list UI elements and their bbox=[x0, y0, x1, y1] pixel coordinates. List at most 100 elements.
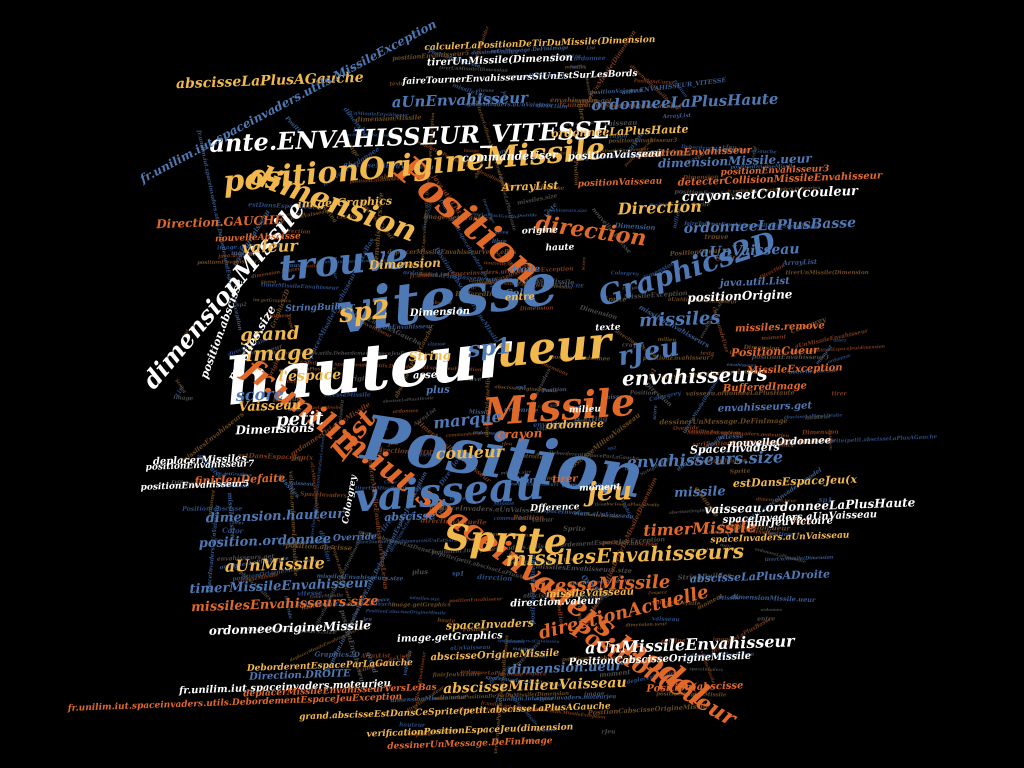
cloud-filler-word: Position bbox=[462, 627, 488, 634]
cloud-filler-word: origine bbox=[346, 374, 374, 383]
cloud-filler-word: moment bbox=[761, 334, 787, 342]
cloud-filler-word: im.getGraphics bbox=[253, 298, 291, 304]
cloud-filler-word: directionActuelle bbox=[421, 517, 488, 527]
cloud-filler-word: plus bbox=[429, 505, 444, 512]
cloud-filler-word: Override bbox=[673, 425, 700, 432]
cloud-filler-word: tirer bbox=[831, 390, 847, 397]
cloud-filler-word: positionOrigine bbox=[414, 727, 458, 736]
cloud-filler-word: estDansEspaceJeu(x bbox=[238, 451, 315, 462]
cloud-filler-word: vitesseMissile bbox=[522, 276, 575, 287]
cloud-filler-word: DeborderentEspaceParLaGauche bbox=[680, 144, 778, 156]
cloud-word: missile bbox=[674, 484, 726, 501]
cloud-filler-word: fr.unilim.iut.spaceinvaders.moteurjeu bbox=[495, 694, 617, 703]
cloud-filler-word: vitesse bbox=[427, 341, 446, 348]
cloud-word: valeur bbox=[242, 236, 300, 257]
cloud-filler-word: abscisseLaPlusAGauche bbox=[461, 212, 519, 221]
cloud-filler-word: Dimension bbox=[743, 344, 780, 352]
cloud-filler-word: aUnMissile bbox=[218, 483, 249, 490]
cloud-filler-word: entre bbox=[303, 558, 318, 564]
cloud-word: entre bbox=[505, 291, 535, 303]
cloud-filler-word: positionVaisseau bbox=[283, 539, 331, 547]
cloud-filler-word: image bbox=[713, 637, 732, 643]
cloud-filler-word: DeborderentEspaceParLaGauche bbox=[297, 602, 396, 609]
cloud-filler-word: marque bbox=[273, 395, 301, 404]
cloud-filler-word: trouve bbox=[284, 263, 305, 269]
cloud-filler-word: jeu bbox=[437, 504, 446, 516]
cloud-filler-word: libre bbox=[576, 103, 587, 121]
cloud-filler-word: String bbox=[583, 415, 608, 423]
cloud-word: PositionCueur bbox=[730, 343, 820, 359]
cloud-word: positionEnvahisseur bbox=[638, 145, 753, 160]
cloud-word: Dimension bbox=[409, 306, 470, 319]
cloud-word: Dfference bbox=[529, 502, 580, 514]
cloud-filler-word: image bbox=[173, 395, 193, 402]
cloud-filler-word: Vaisseau bbox=[288, 481, 314, 488]
cloud-filler-word: abscisse bbox=[537, 185, 565, 192]
cloud-filler-word: direction bbox=[536, 102, 568, 110]
cloud-filler-word: Direction.GAUCHE bbox=[531, 281, 584, 290]
cloud-filler-word: origine bbox=[534, 696, 554, 702]
cloud-word: envahisseurs bbox=[622, 361, 768, 390]
cloud-filler-word: aUnMissile bbox=[571, 98, 600, 104]
cloud-filler-word: tirer bbox=[595, 503, 607, 508]
cloud-filler-word: vitesseMissile bbox=[324, 392, 371, 399]
cloud-filler-word: positionEnvahisseur bbox=[449, 596, 503, 604]
cloud-filler-word: vaisseau bbox=[338, 399, 346, 424]
cloud-word: finirJeuVictoire bbox=[746, 516, 834, 530]
cloud-filler-word: ordonnee bbox=[760, 607, 782, 612]
cloud-filler-word: spaceInvaders.aUnVaisseau bbox=[438, 504, 543, 515]
cloud-filler-word: jeu bbox=[500, 89, 509, 101]
cloud-word: jeu bbox=[582, 476, 633, 508]
cloud-filler-word: l'espace bbox=[285, 314, 297, 335]
cloud-word: ordonneeLaPlusHaute bbox=[551, 123, 689, 141]
cloud-filler-word: abscisseLaPlusADroite bbox=[383, 395, 435, 404]
cloud-filler-word: tirerUnMissile(Dimension bbox=[765, 554, 834, 564]
cloud-filler-word: Dimension bbox=[519, 305, 554, 312]
cloud-filler-word: couleur bbox=[709, 529, 730, 535]
cloud-word: positionVaisseau bbox=[568, 148, 662, 162]
cloud-filler-word: finirJeuDefaite bbox=[652, 600, 701, 607]
cloud-filler-word: l'espace bbox=[404, 731, 431, 738]
cloud-filler-word: envahisseurs bbox=[727, 362, 758, 368]
cloud-filler-word: positionEnvahisseur3 bbox=[608, 138, 677, 145]
cloud-filler-word: Sprite bbox=[603, 295, 627, 303]
cloud-filler-word: direction bbox=[477, 573, 512, 583]
cloud-filler-word: Position(abscisse bbox=[181, 505, 242, 512]
cloud-filler-word: BufferedImage bbox=[704, 148, 746, 155]
cloud-word: petit bbox=[276, 408, 325, 431]
cloud-filler-word: positionEnvahisseur7 bbox=[562, 655, 631, 663]
cloud-word: Missile bbox=[480, 379, 637, 435]
cloud-word: l'espace bbox=[278, 367, 341, 385]
cloud-filler-word: marque bbox=[512, 646, 533, 652]
cloud-filler-word: vaisseau bbox=[285, 212, 306, 218]
cloud-word: Direction.GAUCHE bbox=[155, 213, 285, 231]
cloud-filler-word: Color bbox=[222, 526, 245, 536]
cloud-word: dimension.hauteur bbox=[205, 507, 345, 527]
cloud-word: MissileException bbox=[746, 362, 843, 376]
cloud-word: dessinerUnMessage.DeFinImage bbox=[387, 736, 553, 752]
cloud-filler-word: libre bbox=[492, 239, 507, 245]
cloud-word: positionEnvahisseur7 bbox=[145, 459, 255, 473]
cloud-filler-word: abscisseOrigineMissile bbox=[342, 132, 394, 138]
cloud-word: plus bbox=[426, 385, 450, 397]
cloud-filler-word: Position bbox=[629, 390, 656, 397]
cloud-filler-word: image.getGraphics bbox=[423, 213, 492, 223]
cloud-filler-word: Direction.DROITE bbox=[476, 276, 527, 284]
cloud-filler-word: valeur bbox=[531, 653, 549, 659]
cloud-filler-word: hauteur bbox=[331, 257, 338, 279]
cloud-filler-word: Position bbox=[302, 264, 323, 270]
cloud-word: missileVaisseau bbox=[546, 586, 634, 600]
cloud-filler-word: Dimension bbox=[682, 174, 719, 182]
cloud-filler-word: commandeUser bbox=[446, 431, 485, 439]
cloud-filler-word: libre bbox=[793, 517, 812, 526]
cloud-filler-word: plus bbox=[573, 405, 582, 421]
cloud-filler-word: spaceInvaders.aUnVaisseau bbox=[465, 102, 553, 109]
cloud-filler-word: Sprite bbox=[716, 253, 741, 262]
cloud-filler-word: Direction.DROITE bbox=[373, 446, 443, 458]
cloud-filler-word: milieu bbox=[672, 208, 683, 229]
cloud-filler-word: position.abscisse bbox=[285, 541, 353, 553]
cloud-filler-word: vaisseau.ordonneeLaPlusHaute bbox=[686, 390, 795, 398]
cloud-filler-word: abscisseOrigineMissile bbox=[484, 366, 492, 438]
cloud-word: dimension.ueur bbox=[507, 659, 623, 678]
